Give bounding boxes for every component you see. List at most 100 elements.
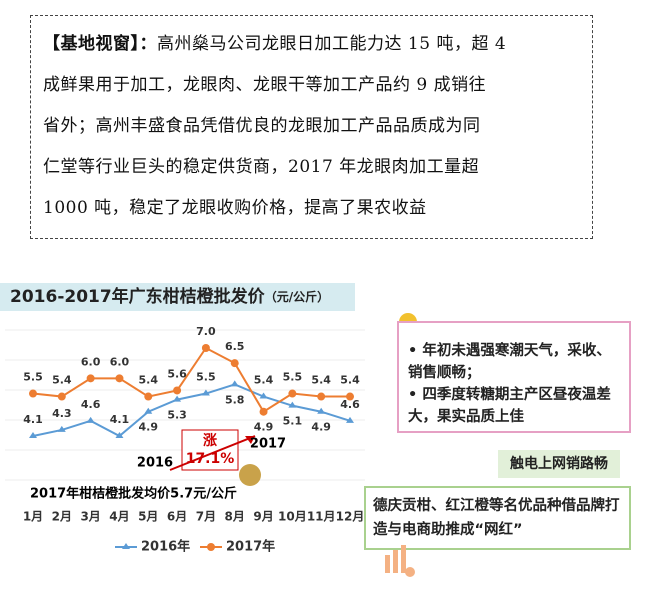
x-tick-label: 5月 — [138, 510, 158, 524]
text-line: 省外；高州丰盛食品凭借优良的龙眼加工产品品质成为同 — [43, 106, 592, 147]
marker — [259, 392, 268, 399]
marker — [86, 416, 95, 423]
data-label: 4.1 — [110, 413, 130, 426]
data-label: 4.6 — [340, 398, 360, 411]
marker — [173, 395, 182, 402]
marker — [230, 380, 239, 387]
rise-arrow — [169, 435, 256, 471]
marker — [288, 401, 297, 408]
data-line — [32, 383, 351, 438]
data-label: 5.8 — [225, 393, 245, 406]
line-text: 仁堂等行业巨头的稳定供货商，2017 年龙眼肉加工量超 — [43, 157, 480, 177]
marker — [346, 416, 354, 423]
data-label: 5.4 — [254, 374, 274, 387]
marker — [201, 344, 210, 352]
money-icon — [239, 464, 261, 486]
x-tick-label: 7月 — [196, 510, 216, 524]
online-text: 德庆贡柑、红江橙等名优品种借品牌打造与电商助推成“网红” — [373, 498, 620, 538]
text-line: 成鲜果用于加工，龙眼肉、龙眼干等加工产品约 9 成销往 — [43, 65, 592, 106]
line-text: 省外；高州丰盛食品凭借优良的龙眼加工产品品质成为同 — [43, 116, 481, 136]
text-line: 仁堂等行业巨头的稳定供货商，2017 年龙眼肉加工量超 — [43, 147, 592, 188]
marker — [144, 407, 153, 414]
legend-label: 2016年 — [141, 539, 190, 555]
marker — [57, 392, 66, 401]
x-tick-label: 2月 — [52, 510, 72, 524]
marker — [29, 432, 37, 438]
marker — [201, 389, 210, 396]
text-line: 【基地视窗】：高州燊马公司龙眼日加工能力达 15 吨，超 4 — [43, 24, 592, 65]
x-tick-label: 10月 — [278, 510, 307, 524]
data-label: 7.0 — [196, 325, 216, 338]
x-tick-label: 12月 — [336, 510, 365, 524]
data-label: 5.5 — [283, 371, 303, 384]
data-label: 6.0 — [81, 355, 101, 368]
data-label: 5.4 — [139, 374, 159, 387]
title-bg — [0, 283, 355, 311]
annotation: 2017 — [250, 437, 286, 452]
data-label: 6.0 — [110, 355, 130, 368]
line-text: 成鲜果用于加工，龙眼肉、龙眼干等加工产品约 9 成销往 — [43, 75, 487, 95]
bullet-text: 四季度转糖期主产区昼夜温差大，果实品质上佳 — [408, 387, 611, 425]
x-tick-label: 8月 — [225, 510, 245, 524]
data-line — [32, 346, 350, 414]
background-grid — [5, 329, 365, 481]
x-tick-label: 9月 — [253, 510, 273, 524]
marker — [86, 374, 95, 383]
online-title-bg — [498, 450, 620, 478]
marker — [346, 392, 354, 401]
x-tick-label: 6月 — [167, 510, 187, 524]
annotation: 2017年柑桔橙批发均价5.7元/公斤 — [30, 486, 237, 502]
data-label: 5.6 — [167, 367, 187, 380]
rise-value: 17.1% — [186, 451, 235, 467]
marker — [115, 374, 124, 383]
data-label: 4.9 — [254, 421, 274, 434]
data-label: 5.3 — [167, 409, 187, 422]
data-label: 4.9 — [311, 421, 331, 434]
legend-marker — [122, 543, 130, 549]
bullet: • 四季度转糖期主产区昼夜温差大，果实品质上佳 — [408, 387, 611, 425]
marker — [259, 407, 268, 416]
legend-marker — [207, 543, 215, 551]
text-line: 1000 吨，稳定了龙眼收购价格，提高了果农收益 — [43, 188, 592, 229]
rise-label: 涨 — [203, 433, 217, 449]
bullet: • 年初未遇强寒潮天气，采收、销售顺畅； — [408, 343, 611, 381]
online-title: 触电上网销路畅 — [510, 456, 608, 472]
bullet-list: • 年初未遇强寒潮天气，采收、销售顺畅； • 四季度转糖期主产区昼夜温差大，果实… — [408, 340, 623, 428]
marker — [115, 432, 124, 438]
marker — [144, 392, 153, 401]
data-label: 5.1 — [283, 415, 303, 428]
data-label: 5.4 — [52, 374, 72, 387]
data-label: 5.5 — [23, 371, 43, 384]
x-tick-label: 4月 — [109, 510, 129, 524]
marker — [29, 389, 37, 398]
data-label: 4.6 — [81, 398, 101, 411]
line-text: 高州燊马公司龙眼日加工能力达 15 吨，超 4 — [157, 34, 507, 54]
x-tick-label: 3月 — [80, 510, 100, 524]
x-tick-label: 1月 — [23, 510, 43, 524]
data-label: 5.5 — [196, 371, 216, 384]
marker — [173, 386, 182, 395]
marker — [230, 359, 239, 368]
marker — [288, 389, 297, 398]
chart-title: 2016-2017年广东柑桔橙批发价（元/公斤） — [10, 286, 329, 307]
arrow-head — [245, 436, 255, 444]
data-label: 4.1 — [23, 413, 43, 426]
bullet-text: 年初未遇强寒潮天气，采收、销售顺畅； — [408, 343, 611, 381]
online-box — [364, 486, 631, 550]
rise-box — [181, 429, 239, 471]
marker — [317, 407, 326, 414]
x-tick-label: 11月 — [307, 510, 336, 524]
annotation: 2016 — [137, 456, 173, 471]
data-label: 4.9 — [139, 421, 159, 434]
text-box: 【基地视窗】：高州燊马公司龙眼日加工能力达 15 吨，超 4 成鲜果用于加工，龙眼… — [30, 15, 593, 239]
data-label: 6.5 — [225, 340, 245, 353]
marker — [57, 425, 66, 432]
label: 【基地视窗】： — [43, 34, 157, 54]
data-label: 5.4 — [340, 374, 360, 387]
marker — [317, 392, 326, 401]
legend-label: 2017年 — [226, 539, 275, 555]
data-label: 4.3 — [52, 407, 72, 420]
growth-icon — [385, 545, 415, 577]
